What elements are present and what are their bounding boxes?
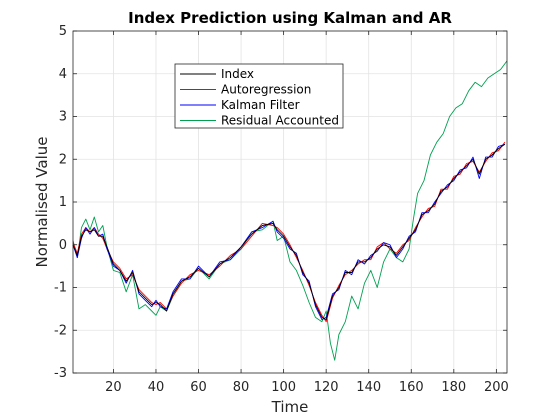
y-tick-label: 0: [59, 238, 67, 253]
y-axis-label: Normalised Value: [33, 137, 51, 268]
x-tick-label: 180: [441, 380, 466, 395]
x-tick-label: 120: [314, 380, 339, 395]
x-tick-label: 160: [399, 380, 424, 395]
y-tick-label: -2: [54, 323, 67, 338]
y-tick-label: 5: [59, 24, 67, 39]
series-line-kalman-filter: [72, 143, 506, 321]
x-tick-label: 200: [484, 380, 509, 395]
x-tick-label: 40: [148, 380, 165, 395]
legend-label-index: Index: [221, 67, 254, 81]
series-layer: [72, 60, 508, 361]
legend-label-kalman-filter: Kalman Filter: [221, 98, 300, 112]
x-tick-label: 80: [233, 380, 250, 395]
y-tick-label: 2: [59, 152, 67, 167]
legend-label-residual-accounted: Residual Accounted: [221, 114, 339, 128]
legend-label-autoregression: Autoregression: [221, 83, 311, 97]
y-tick-label: 1: [59, 195, 67, 210]
x-axis-label: Time: [271, 398, 309, 416]
x-tick-label: 140: [356, 380, 381, 395]
y-tick-label: 3: [59, 110, 67, 125]
x-tick-label: 60: [190, 380, 207, 395]
axis-ticks: 20 40 60 80 100 120 140 160 180 200 -3 -2 -1 0 1 2 3 4 5: [54, 24, 509, 395]
y-tick-label: -3: [54, 366, 67, 381]
legend-box: [174, 63, 344, 129]
series-line-autoregression: [72, 141, 506, 323]
series-line-index: [72, 143, 506, 321]
y-tick-label: 4: [59, 67, 67, 82]
x-tick-label: 100: [271, 380, 296, 395]
chart-title: Index Prediction using Kalman and AR: [128, 9, 452, 27]
y-tick-label: -1: [54, 281, 67, 296]
x-tick-label: 20: [105, 380, 122, 395]
series-line-residual-accounted: [72, 60, 508, 361]
